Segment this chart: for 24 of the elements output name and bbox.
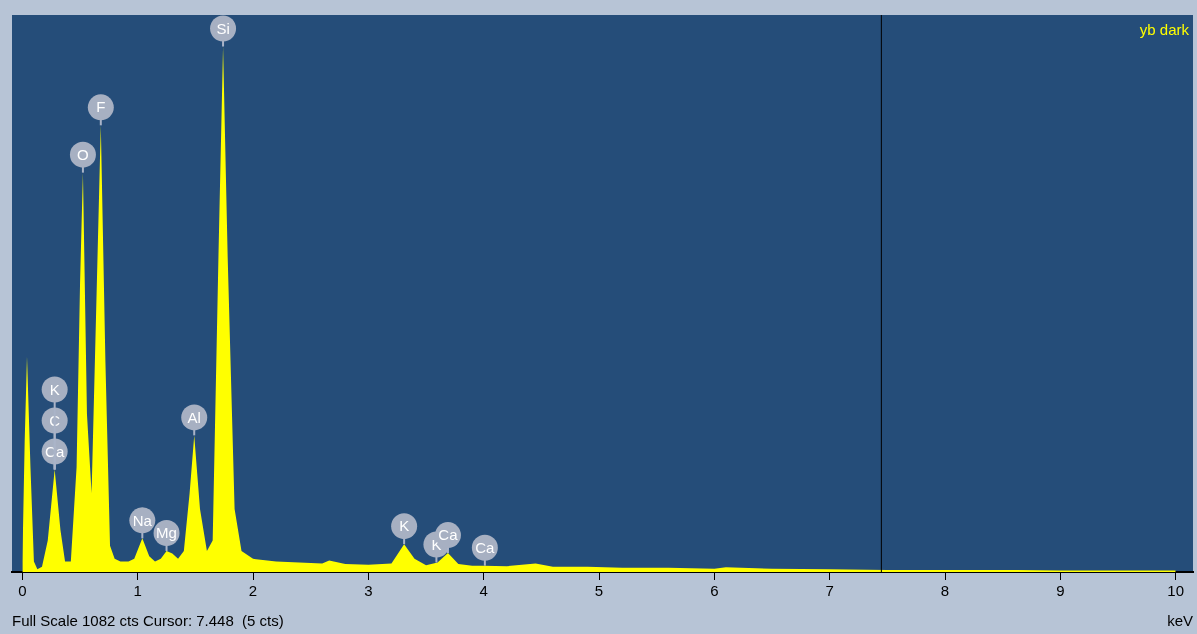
x-tick-label: 5 <box>594 582 604 600</box>
x-tick-label: 8 <box>940 582 950 600</box>
annotation: Na <box>132 511 153 529</box>
annotation: O <box>77 145 89 163</box>
x-tick-label: 4 <box>479 582 488 600</box>
text: yb dark <box>1139 21 1190 39</box>
x-tick-label: 1 <box>133 582 142 600</box>
annotation: F <box>96 98 106 116</box>
text: Full Scale 1082 cts Cursor: 7.448 (5 cts) <box>12 612 284 630</box>
annotation: Si <box>216 19 230 37</box>
x-tick-label: 9 <box>1056 582 1065 600</box>
x-tick-label: 10 <box>1167 582 1185 600</box>
annotation: K <box>399 517 410 535</box>
annotation: Ca <box>438 526 459 544</box>
annotation: Ca <box>475 538 496 556</box>
x-axis-title: keV <box>1167 612 1193 630</box>
x-tick-label: 6 <box>710 582 719 600</box>
x-tick-label: 3 <box>364 582 373 600</box>
x-tick-label: 2 <box>248 582 258 600</box>
x-tick-label: 0 <box>18 582 27 600</box>
annotation: K <box>49 380 60 398</box>
annotation: Ca <box>45 442 65 460</box>
annotation: Al <box>187 408 201 426</box>
x-tick-label: 7 <box>825 582 834 600</box>
